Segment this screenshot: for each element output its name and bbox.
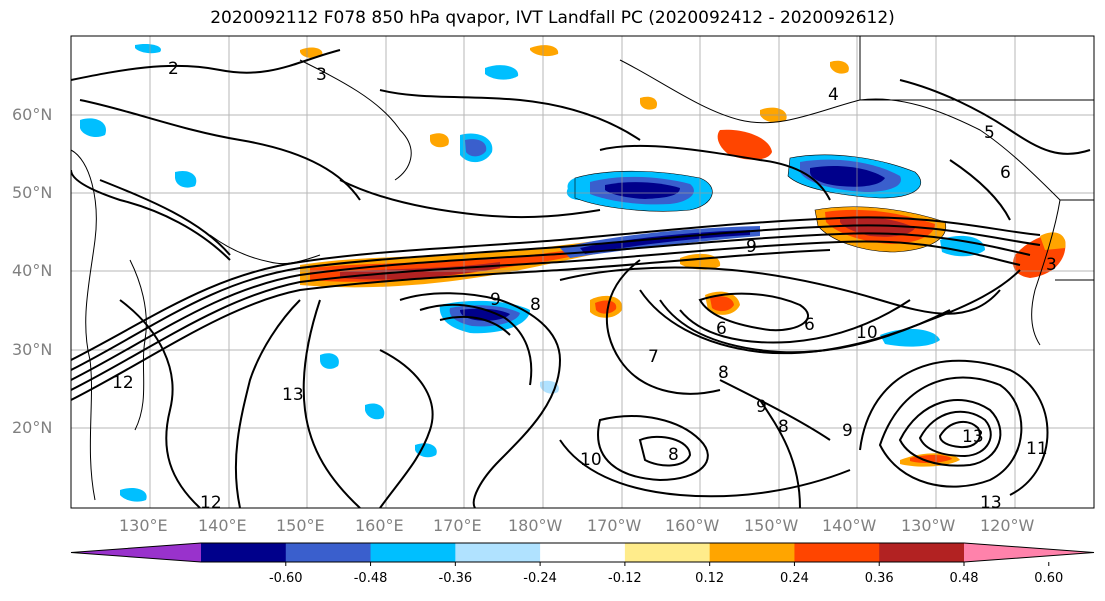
lon-label: 170°E bbox=[433, 516, 482, 535]
contour-label: 9 bbox=[756, 397, 767, 417]
contour-label: 10 bbox=[856, 323, 878, 343]
colorbar-tick-label: 0.12 bbox=[695, 571, 725, 586]
contour-label: 3 bbox=[1046, 255, 1057, 275]
graticule bbox=[71, 36, 1094, 508]
colorbar-segment bbox=[540, 543, 626, 562]
colorbar-tick-label: -0.48 bbox=[353, 571, 388, 586]
contour-label: 8 bbox=[668, 445, 679, 465]
contour-label: 9 bbox=[842, 421, 853, 441]
contour-labels: 3 2 4 5 6 9 8 6 6 10 7 8 12 13 12 10 8 9… bbox=[112, 59, 1057, 513]
colorbar-segment bbox=[624, 543, 711, 562]
contour-label: 8 bbox=[530, 295, 541, 315]
map-frame bbox=[70, 35, 1095, 509]
contour-label: 4 bbox=[828, 85, 839, 105]
contour-label: 3 bbox=[316, 65, 327, 85]
contour-label: 13 bbox=[282, 385, 304, 405]
lon-label: 130°E bbox=[119, 516, 168, 535]
contour-label: 13 bbox=[962, 427, 984, 447]
lon-label: 170°W bbox=[587, 516, 642, 535]
contour-label: 8 bbox=[718, 363, 729, 383]
contour-label: 13 bbox=[980, 493, 1002, 513]
contour-label: 10 bbox=[580, 450, 602, 470]
lon-label: 130°W bbox=[901, 516, 956, 535]
shaded-anomalies bbox=[80, 43, 1066, 502]
colorbar-segment bbox=[370, 543, 456, 562]
colorbar-segment bbox=[285, 543, 372, 562]
lat-label-40n: 40°N bbox=[12, 261, 53, 280]
lon-label: 150°W bbox=[744, 516, 799, 535]
contour-label: 5 bbox=[984, 123, 995, 143]
colorbar-tick-label: 0.24 bbox=[779, 571, 809, 586]
contour-label: 6 bbox=[716, 319, 727, 339]
contour-label: 6 bbox=[1000, 163, 1011, 183]
contour-label: 2 bbox=[168, 59, 179, 79]
colorbar-segment bbox=[879, 543, 965, 562]
colorbar-tick-label: 0.60 bbox=[1034, 571, 1064, 586]
coastlines bbox=[71, 36, 1094, 501]
lon-label: 120°W bbox=[980, 516, 1035, 535]
colorbar-tick-label: -0.60 bbox=[268, 571, 303, 586]
colorbar-tick-label: 0.48 bbox=[949, 571, 979, 586]
contour-label: 8 bbox=[778, 417, 789, 437]
contour-label: 6 bbox=[804, 315, 815, 335]
lat-label-50n: 50°N bbox=[12, 183, 53, 202]
colorbar-segment bbox=[794, 543, 880, 562]
contour-label: 12 bbox=[112, 373, 134, 393]
colorbar-tick-label: 0.36 bbox=[864, 571, 894, 586]
lon-label: 180°W bbox=[508, 516, 563, 535]
colorbar-segment bbox=[455, 543, 541, 562]
colorbar-segment bbox=[201, 543, 287, 562]
contour-label: 12 bbox=[200, 493, 222, 513]
lon-label: 150°E bbox=[276, 516, 325, 535]
lat-label-30n: 30°N bbox=[12, 340, 53, 359]
map-title: 2020092112 F078 850 hPa qvapor, IVT Land… bbox=[210, 8, 895, 28]
lon-label: 140°W bbox=[822, 516, 877, 535]
lon-label: 160°W bbox=[665, 516, 720, 535]
contour-label: 11 bbox=[1026, 439, 1048, 459]
contour-label: 9 bbox=[746, 237, 757, 257]
colorbar-tick-label: -0.12 bbox=[608, 571, 642, 586]
contours bbox=[71, 49, 1091, 508]
lon-label: 140°E bbox=[198, 516, 247, 535]
colorbar-outline bbox=[70, 542, 1095, 563]
lat-label-20n: 20°N bbox=[12, 418, 53, 437]
colorbar-extend-low bbox=[71, 543, 201, 562]
colorbar-extend-high bbox=[964, 543, 1094, 562]
colorbar-tick-label: -0.24 bbox=[523, 571, 557, 586]
colorbar bbox=[70, 542, 1095, 566]
contour-label: 7 bbox=[648, 347, 659, 367]
colorbar-tick-label: -0.36 bbox=[438, 571, 473, 586]
lon-label: 160°E bbox=[355, 516, 404, 535]
contour-label: 9 bbox=[490, 290, 501, 310]
lat-label-60n: 60°N bbox=[12, 105, 53, 124]
colorbar-segment bbox=[709, 543, 795, 562]
